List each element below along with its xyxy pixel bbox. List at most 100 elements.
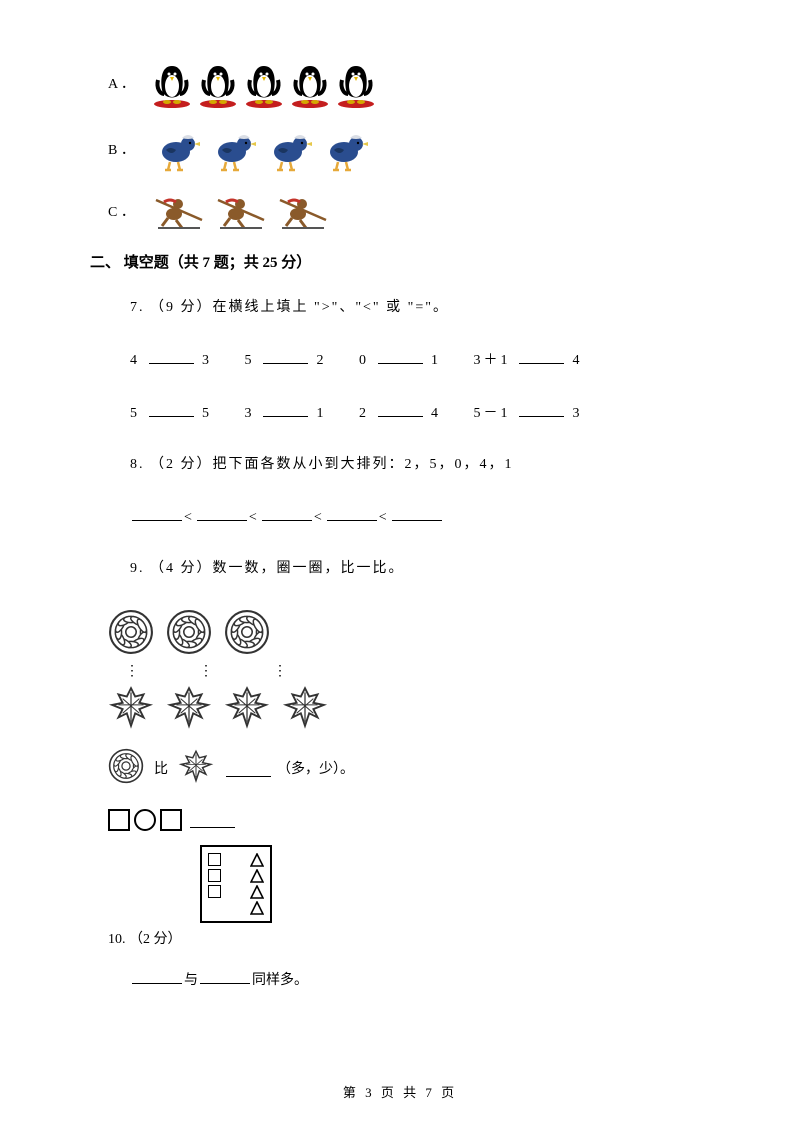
flower-icon <box>108 748 144 791</box>
dots-row: ⋮ ⋮ ⋮ <box>125 661 710 682</box>
blank <box>200 968 250 984</box>
dots-icon: ⋮ <box>199 661 213 682</box>
leaf-icon <box>178 748 214 791</box>
triangle-icon <box>250 853 264 867</box>
square-icon <box>208 869 221 882</box>
option-a-row: A ． <box>108 60 710 108</box>
circle-icon <box>134 809 156 831</box>
lt: < <box>379 510 390 525</box>
blank <box>263 348 308 364</box>
q7-r2-c3b: 4 <box>431 406 441 421</box>
flower-row <box>108 609 710 655</box>
q7-r1-c1b: 3 <box>202 353 212 368</box>
leaf-icon <box>224 684 270 730</box>
q9-header: 9. （4 分）数一数，圈一圈，比一比。 <box>130 558 710 579</box>
q7-r1-c3a: 0 <box>359 353 369 368</box>
q10-mid: 与 <box>184 973 198 988</box>
q10-end: 同样多。 <box>252 973 308 988</box>
duck-icon <box>152 128 202 172</box>
duck-icon <box>320 128 370 172</box>
square-icon <box>208 853 221 866</box>
leaf-icon <box>108 684 154 730</box>
penguin-icon <box>198 60 238 108</box>
penguin-icon <box>152 60 192 108</box>
blank <box>226 761 271 777</box>
option-b-row: B ． <box>108 128 710 172</box>
q7-r2-c2b: 1 <box>317 406 327 421</box>
lt: < <box>249 510 260 525</box>
q7-r1-c2b: 2 <box>317 353 327 368</box>
blank <box>519 348 564 364</box>
q7-r1-c2a: 5 <box>245 353 255 368</box>
blank <box>519 401 564 417</box>
q9-compare-line: 比 （多，少）。 <box>108 748 710 791</box>
skater-row <box>152 192 332 232</box>
blank <box>263 401 308 417</box>
blank <box>378 348 423 364</box>
leaf-icon <box>178 748 214 784</box>
blank <box>149 401 194 417</box>
blank <box>378 401 423 417</box>
square-icon <box>108 809 130 831</box>
penguin-icon <box>244 60 284 108</box>
q7-r2-c1b: 5 <box>202 406 212 421</box>
flower-icon <box>224 609 270 655</box>
shapes-row <box>108 809 710 831</box>
penguin-icon <box>336 60 376 108</box>
compare-suffix: （多，少）。 <box>277 759 354 780</box>
blank <box>190 812 235 828</box>
blank <box>197 505 247 521</box>
q7-r1-c1a: 4 <box>130 353 140 368</box>
q10-grid-box <box>200 845 272 923</box>
penguin-icon <box>290 60 330 108</box>
leaf-icon <box>166 684 212 730</box>
duck-icon <box>264 128 314 172</box>
skater-icon <box>276 192 332 232</box>
triangle-icon <box>250 901 264 915</box>
q7-r1-c3b: 1 <box>431 353 441 368</box>
page-footer: 第 3 页 共 7 页 <box>0 1083 800 1103</box>
blank <box>132 505 182 521</box>
q8-blanks: < < < < <box>130 505 710 528</box>
section-2-title: 二、 填空题（共 7 题；共 25 分） <box>90 252 710 275</box>
flower-icon <box>108 748 144 784</box>
q8-header: 8. （2 分）把下面各数从小到大排列：2，5，0，4，1 <box>130 454 710 475</box>
flower-icon <box>108 609 154 655</box>
option-a-label: A ． <box>108 74 140 95</box>
q10-header: 10. （2 分） <box>108 932 182 947</box>
square-icon <box>160 809 182 831</box>
option-c-row: C ． <box>108 192 710 232</box>
dots-icon: ⋮ <box>125 661 139 682</box>
duck-row <box>152 128 370 172</box>
duck-icon <box>208 128 258 172</box>
q7-row-2: 5 5 3 1 2 4 5－1 3 <box>130 401 710 424</box>
q7-r2-c2a: 3 <box>245 406 255 421</box>
q10-line: 与 同样多。 <box>130 968 710 991</box>
skater-icon <box>214 192 270 232</box>
square-icon <box>208 885 221 898</box>
blank <box>392 505 442 521</box>
leaf-icon <box>282 684 328 730</box>
flower-icon <box>166 609 212 655</box>
triangle-icon <box>250 885 264 899</box>
blank <box>262 505 312 521</box>
q7-header: 7. （9 分）在横线上填上 ">"、"<" 或 "="。 <box>130 297 710 318</box>
blank <box>132 968 182 984</box>
leaf-row <box>108 684 710 730</box>
q7-r2-c4b: 3 <box>573 406 583 421</box>
q7-r1-c4b: 4 <box>573 353 583 368</box>
triangle-icon <box>250 869 264 883</box>
q7-r2-c4a: 5－1 <box>474 406 511 421</box>
lt: < <box>314 510 325 525</box>
q7-r2-c3a: 2 <box>359 406 369 421</box>
option-c-label: C ． <box>108 202 140 223</box>
blank <box>149 348 194 364</box>
blank <box>327 505 377 521</box>
skater-icon <box>152 192 208 232</box>
q7-r1-c4a: 3＋1 <box>474 353 511 368</box>
q10-header-row: 10. （2 分） <box>108 929 710 950</box>
bi-text: 比 <box>154 759 168 780</box>
q7-row-1: 4 3 5 2 0 1 3＋1 4 <box>130 348 710 371</box>
lt: < <box>184 510 195 525</box>
option-b-label: B ． <box>108 140 140 161</box>
